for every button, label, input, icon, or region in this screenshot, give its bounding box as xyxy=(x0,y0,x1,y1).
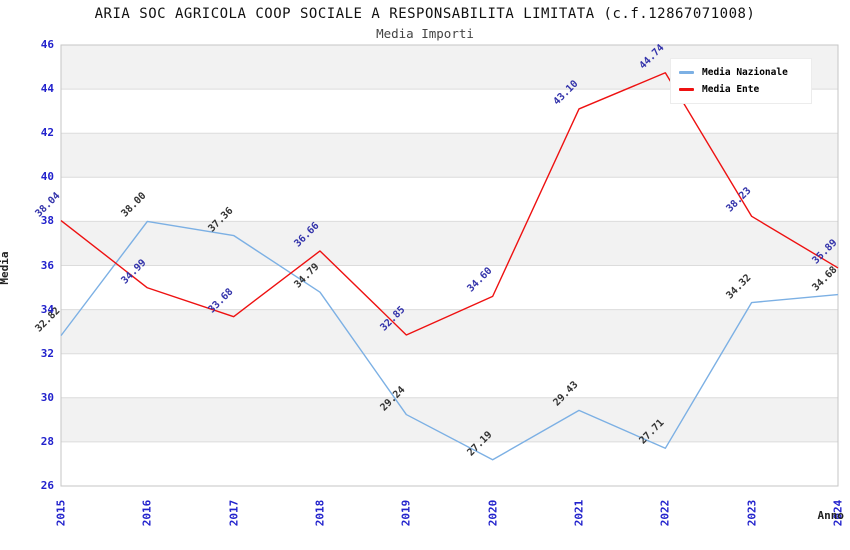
x-tick-label: 2019 xyxy=(399,499,413,527)
y-tick-label: 34 xyxy=(40,302,54,316)
x-tick-label: 2016 xyxy=(140,499,154,527)
y-tick-label: 38 xyxy=(40,214,54,228)
y-tick-label: 36 xyxy=(40,258,54,272)
legend-item-media-ente[interactable]: Media Ente xyxy=(679,81,803,98)
y-tick-label: 26 xyxy=(40,479,54,492)
x-tick-label: 2020 xyxy=(486,499,500,527)
y-tick-label: 46 xyxy=(40,38,54,51)
chart-subtitle: Media Importi xyxy=(376,26,474,41)
x-tick-label: 2021 xyxy=(572,499,586,527)
y-tick-label: 42 xyxy=(40,126,54,140)
plot-band xyxy=(61,133,838,178)
x-tick-label: 2022 xyxy=(658,499,672,527)
legend-label: Media Nazionale xyxy=(702,67,788,78)
y-tick-label: 32 xyxy=(40,346,54,360)
y-tick-label: 44 xyxy=(40,82,54,96)
x-axis-title: Anno xyxy=(817,509,845,522)
x-tick-label: 2015 xyxy=(54,499,68,527)
series-line-ente xyxy=(60,72,839,336)
y-tick-label: 28 xyxy=(40,434,54,448)
plot-band xyxy=(61,397,838,442)
x-tick-label: 2023 xyxy=(745,499,759,527)
line-marker-ente-icon xyxy=(679,88,694,91)
plot-border xyxy=(60,44,839,487)
chart-title: ARIA SOC AGRICOLA COOP SOCIALE A RESPONS… xyxy=(94,6,756,22)
legend-item-media-nazionale[interactable]: Media Nazionale xyxy=(679,64,803,81)
line-marker-nazionale-icon xyxy=(679,71,694,74)
plot-band xyxy=(61,221,838,266)
legend-label: Media Ente xyxy=(702,84,760,95)
y-tick-label: 40 xyxy=(40,170,54,184)
y-tick-label: 30 xyxy=(40,390,54,404)
legend: Media Nazionale Media Ente xyxy=(670,58,812,104)
x-tick-label: 2017 xyxy=(227,499,241,527)
plot-band xyxy=(61,309,838,354)
x-tick-label: 2018 xyxy=(313,499,327,527)
series-line-nazionale xyxy=(60,220,839,461)
